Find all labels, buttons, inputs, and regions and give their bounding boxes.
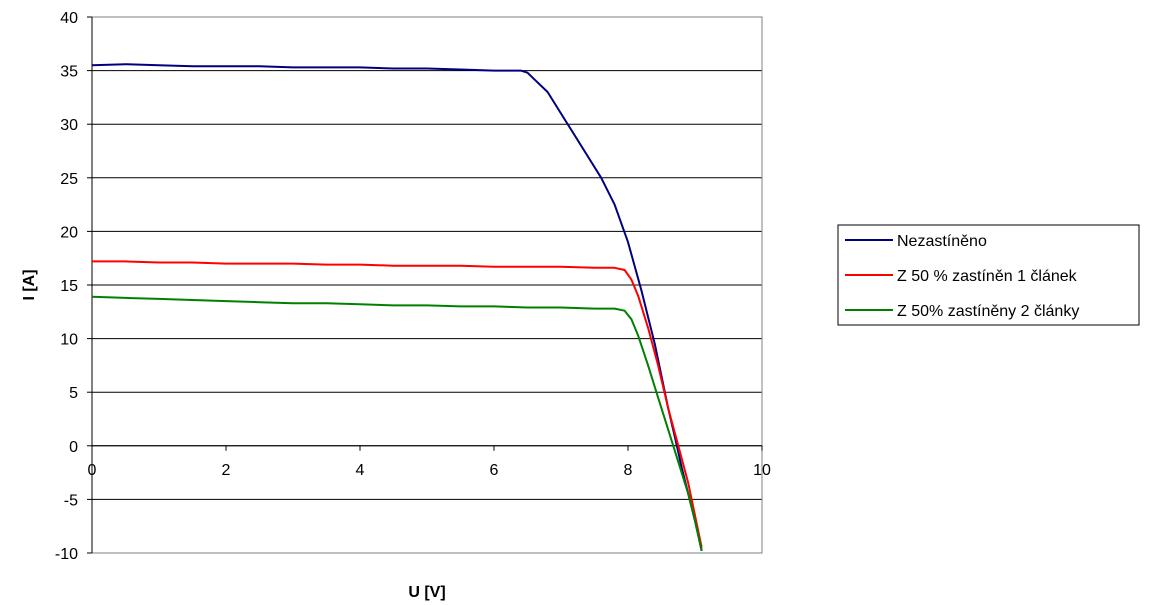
y-tick-label-35: 35: [60, 64, 78, 81]
x-axis-title: U [V]: [408, 584, 445, 601]
legend-label-2: Z 50% zastíněny 2 články: [897, 303, 1079, 320]
y-tick-label-0: 0: [69, 439, 78, 456]
legend-label-0: Nezastíněno: [897, 233, 987, 250]
x-tick-label-6: 6: [490, 462, 499, 479]
x-tick-label-10: 10: [753, 462, 771, 479]
y-tick-label-20: 20: [60, 224, 78, 241]
y-tick-label-15: 15: [60, 278, 78, 295]
y-tick-label-5: 5: [69, 385, 78, 402]
legend-label-1: Z 50 % zastíněn 1 článek: [897, 268, 1078, 285]
x-tick-label-2: 2: [222, 462, 231, 479]
x-tick-label-0: 0: [88, 462, 97, 479]
y-tick-label--5: -5: [64, 492, 78, 509]
y-ticks: -10 -5 0 5 10 15 20 25 30 35 40: [55, 10, 92, 563]
series-lines: [91, 63, 703, 552]
x-ticks: 0 2 4 6 8 10: [88, 445, 771, 479]
y-tick-label-40: 40: [60, 10, 78, 27]
legend: Nezastíněno Z 50 % zastíněn 1 článek Z 5…: [837, 224, 1140, 326]
y-tick-label-25: 25: [60, 171, 78, 188]
series-line-0: [91, 63, 703, 552]
y-tick-label--10: -10: [55, 546, 78, 563]
y-axis-title: I [A]: [21, 269, 38, 300]
series-line-2: [91, 295, 703, 552]
series-line-1: [92, 260, 703, 548]
y-tick-label-30: 30: [60, 117, 78, 134]
y-tick-label-10: 10: [60, 332, 78, 349]
x-tick-label-4: 4: [356, 462, 365, 479]
gridlines: [92, 70, 762, 500]
x-tick-label-8: 8: [624, 462, 633, 479]
